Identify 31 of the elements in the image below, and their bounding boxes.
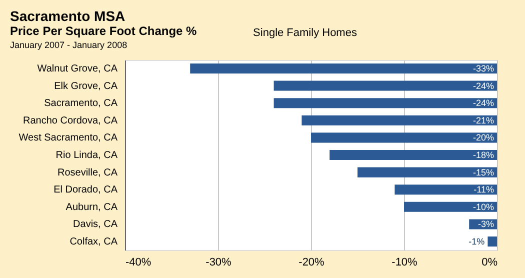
data-label: -20%	[472, 132, 494, 143]
x-tick-label: -20%	[298, 256, 325, 268]
chart-title: Sacramento MSA	[10, 8, 126, 24]
x-tick-label: -40%	[126, 256, 152, 268]
x-tick-label: -10%	[392, 256, 418, 268]
y-tick-label: Roseville, CA	[57, 167, 118, 178]
y-tick-label: Davis, CA	[73, 219, 118, 230]
y-tick-label: Rancho Cordova, CA	[23, 115, 118, 126]
y-tick-label: Colfax, CA	[70, 236, 118, 248]
data-label: -33%	[472, 63, 494, 74]
y-tick-label: El Dorado, CA	[54, 184, 118, 196]
y-tick-label: West Sacramento, CA	[18, 132, 118, 144]
data-label: -1%	[468, 236, 485, 247]
text: January 2007 - January 2008	[10, 40, 128, 50]
x-tick-label: 0%	[482, 256, 498, 268]
y-tick-label: Auburn, CA	[66, 202, 118, 213]
y-tick-label: Elk Grove, CA	[54, 80, 118, 92]
y-tick-label: Sacramento, CA	[44, 98, 118, 110]
data-label: -3%	[478, 219, 494, 230]
data-label: -15%	[472, 167, 494, 178]
data-label: -24%	[472, 80, 494, 91]
chart-subtitle: Price Per Square Foot Change %	[10, 24, 198, 38]
data-label: -11%	[474, 184, 494, 195]
data-label: -10%	[472, 202, 494, 212]
data-label: -24%	[472, 98, 494, 108]
data-label: -18%	[472, 150, 494, 160]
y-tick-label: Walnut Grove, CA	[37, 63, 118, 74]
data-label: -21%	[472, 115, 494, 126]
x-tick-label: -30%	[206, 256, 232, 268]
text: Single Family Homes	[253, 27, 358, 39]
y-tick-label: Rio Linda, CA	[56, 150, 118, 161]
